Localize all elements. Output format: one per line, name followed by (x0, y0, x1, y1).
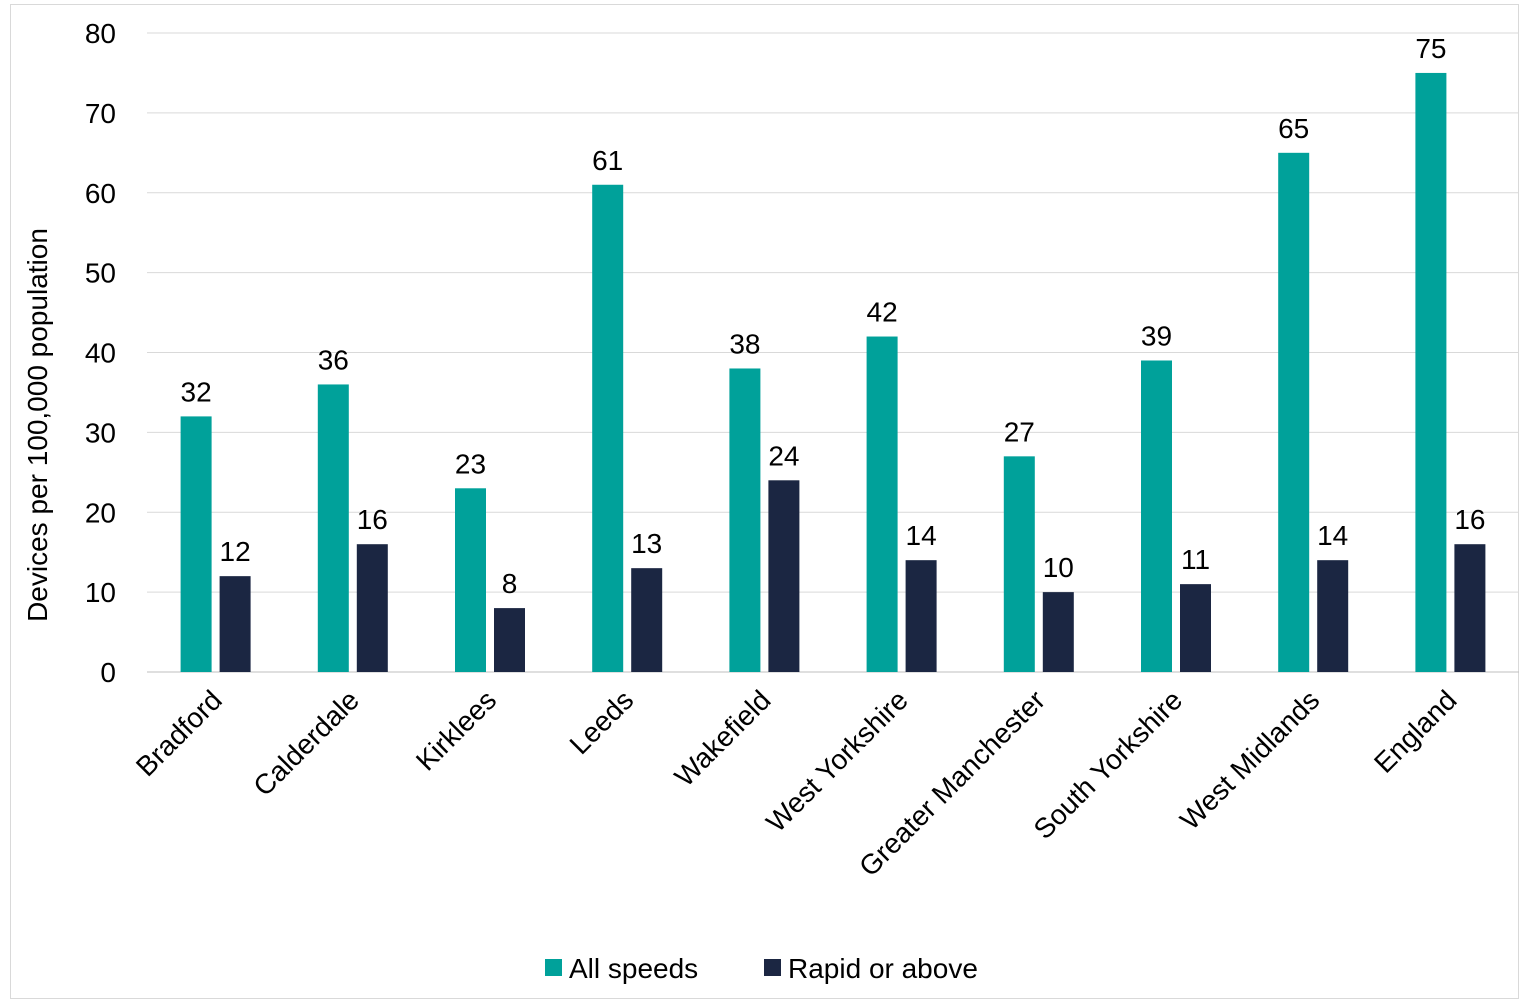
bar-rapid-or-above (1180, 584, 1211, 672)
data-label: 39 (1141, 320, 1172, 351)
data-label: 16 (1454, 504, 1485, 535)
data-labels: 32 12 36 16 23 8 61 13 38 24 42 14 27 10 39 11 65 14 75 16 (181, 33, 1486, 599)
data-label: 11 (1181, 544, 1210, 575)
bar-all-speeds (1003, 456, 1035, 672)
x-tick-label: England (1368, 684, 1463, 779)
legend-label: Rapid or above (788, 953, 978, 984)
y-tick-label: 60 (85, 178, 116, 209)
data-label: 38 (729, 328, 760, 359)
bar-rapid-or-above (768, 480, 800, 672)
y-axis-title: Devices per 100,000 population (22, 228, 53, 622)
data-label: 61 (592, 145, 623, 176)
bar-rapid-or-above (356, 544, 388, 672)
x-tick-label: West Midlands (1174, 684, 1325, 835)
bar-all-speeds (1278, 152, 1310, 672)
data-label: 10 (1043, 552, 1074, 583)
y-tick-label: 70 (85, 98, 116, 129)
bar-rapid-or-above (219, 576, 251, 672)
bar-all-speeds (1415, 72, 1447, 672)
data-label: 13 (631, 528, 662, 559)
bars (180, 72, 1486, 672)
bar-all-speeds (180, 416, 212, 672)
data-label: 24 (768, 440, 799, 471)
y-tick-label: 40 (85, 338, 116, 369)
bar-all-speeds (455, 488, 486, 672)
bar-rapid-or-above (1454, 544, 1486, 672)
legend-swatch (545, 959, 562, 976)
data-label: 75 (1415, 33, 1446, 64)
bar-all-speeds (317, 384, 349, 672)
x-tick-label: Wakefield (669, 684, 777, 792)
x-axis-ticks: Bradford Calderdale Kirklees Leeds Wakefield… (130, 684, 1463, 882)
bar-rapid-or-above (905, 560, 937, 672)
legend-label: All speeds (569, 953, 698, 984)
data-label: 14 (906, 520, 937, 551)
y-tick-label: 0 (100, 657, 116, 688)
y-tick-label: 10 (85, 577, 116, 608)
x-tick-label: Kirklees (410, 684, 502, 776)
y-tick-label: 20 (85, 497, 116, 528)
data-label: 8 (502, 568, 518, 599)
chart-frame (10, 4, 1519, 999)
bar-rapid-or-above (1317, 560, 1349, 672)
x-tick-label: West Yorkshire (760, 684, 914, 838)
bar-all-speeds (729, 368, 761, 672)
x-tick-label: South Yorkshire (1028, 684, 1189, 845)
bar-all-speeds (1141, 360, 1172, 672)
y-tick-label: 50 (85, 258, 116, 289)
data-label: 14 (1317, 520, 1348, 551)
data-label: 65 (1278, 113, 1309, 144)
data-label: 16 (357, 504, 388, 535)
y-tick-label: 80 (85, 18, 116, 49)
bar-all-speeds (866, 336, 898, 672)
x-tick-label: Bradford (130, 684, 228, 782)
bar-all-speeds (592, 184, 624, 672)
x-tick-label: Leeds (564, 684, 640, 760)
data-label: 32 (181, 376, 212, 407)
data-label: 36 (318, 344, 349, 375)
legend-swatch (764, 959, 781, 976)
data-label: 42 (867, 297, 898, 328)
bar-rapid-or-above (1042, 592, 1074, 672)
data-label: 27 (1004, 416, 1035, 447)
gridlines (147, 32, 1519, 673)
bar-rapid-or-above (631, 568, 663, 672)
y-axis-ticks: 0 10 20 30 40 50 60 70 80 (85, 18, 116, 688)
x-tick-label: Calderdale (247, 684, 365, 802)
bar-rapid-or-above (494, 608, 525, 672)
legend: All speeds Rapid or above (545, 953, 978, 984)
data-label: 23 (455, 448, 486, 479)
data-label: 12 (220, 536, 251, 567)
y-tick-label: 30 (85, 417, 116, 448)
